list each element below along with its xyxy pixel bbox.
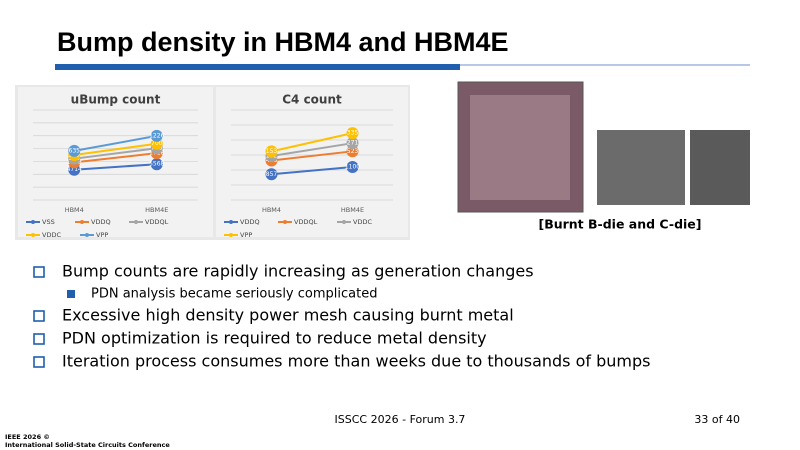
legend-label: VDDQ: [240, 218, 260, 226]
data-label: 153: [266, 148, 278, 155]
cross-section-photo: [597, 130, 685, 205]
data-point: [346, 161, 359, 173]
bullet-marker: [33, 266, 45, 278]
data-label: 5568: [149, 161, 164, 168]
chart-title: uBump count: [71, 93, 161, 107]
die-photo-core: [470, 95, 570, 200]
series-line: [74, 147, 157, 160]
bullet-marker: [33, 333, 45, 345]
data-point: [265, 168, 278, 181]
legend-swatch-dot: [85, 233, 89, 237]
page-number: 33 of 40: [694, 413, 740, 426]
legend-swatch-dot: [229, 233, 233, 237]
sub-bullet-text: PDN analysis became seriously complicate…: [91, 287, 377, 302]
series-line: [74, 163, 157, 171]
bullet-text: Bump counts are rapidly increasing as ge…: [62, 262, 534, 281]
series-line: [271, 166, 353, 176]
data-label: 271: [347, 140, 359, 147]
data-label: 335: [347, 130, 359, 137]
bullet-text: Excessive high density power mesh causin…: [62, 306, 514, 325]
series-line: [271, 150, 353, 162]
sub-bullet-marker: [67, 290, 75, 298]
data-label: 1226: [149, 132, 164, 139]
data-label: 4714: [67, 166, 82, 173]
series-line: [74, 152, 157, 164]
chart-area: [216, 87, 408, 237]
data-point: [68, 144, 81, 157]
legend-label: VPP: [240, 231, 252, 239]
series-line: [271, 132, 353, 153]
bullet-marker: [33, 310, 45, 322]
chart-area: [18, 87, 213, 237]
data-point: [150, 129, 163, 142]
data-label: 700: [151, 140, 163, 147]
data-label: 857: [266, 171, 278, 178]
slide-title: Bump density in HBM4 and HBM4E: [57, 27, 509, 57]
x-tick-label: HBM4: [65, 206, 84, 214]
x-tick-label: HBM4E: [341, 206, 364, 214]
title-bar: [55, 64, 460, 70]
data-point: [346, 127, 359, 140]
org-line: IEEE 2026 ©: [5, 433, 50, 441]
legend-label: VDDC: [42, 231, 61, 239]
legend-label: VSS: [42, 218, 55, 226]
legend-swatch-dot: [229, 220, 233, 224]
legend-label: VDDQ: [91, 218, 111, 226]
data-label: 523: [347, 148, 359, 155]
series-line: [74, 142, 157, 156]
legend-swatch-dot: [80, 220, 84, 224]
x-tick-label: HBM4E: [145, 206, 168, 214]
legend-swatch-dot: [31, 220, 35, 224]
legend-swatch-dot: [31, 233, 35, 237]
data-label: 1100: [345, 164, 360, 171]
legend-swatch-dot: [283, 220, 287, 224]
legend-swatch-dot: [342, 220, 346, 224]
series-line: [74, 134, 157, 152]
data-label: 635: [69, 147, 81, 154]
legend-label: VPP: [96, 231, 108, 239]
data-point: [346, 137, 359, 150]
bullet-text: Iteration process consumes more than wee…: [62, 352, 650, 371]
legend-swatch-dot: [134, 220, 138, 224]
x-tick-label: HBM4: [262, 206, 281, 214]
cross-section-photo: [690, 130, 750, 205]
series-line: [271, 142, 353, 157]
photo-caption: [Burnt B-die and C-die]: [538, 217, 701, 232]
legend-label: VDDQL: [145, 218, 169, 226]
legend-label: VDDQL: [294, 218, 318, 226]
legend-label: VDDC: [353, 218, 372, 226]
bullet-marker: [33, 356, 45, 368]
data-point: [150, 158, 163, 171]
footer-center: ISSCC 2026 - Forum 3.7: [335, 413, 466, 426]
data-point: [265, 145, 278, 158]
chart-title: C4 count: [282, 93, 342, 107]
bullet-text: PDN optimization is required to reduce m…: [62, 329, 487, 348]
org-line: International Solid-State Circuits Confe…: [5, 441, 170, 449]
